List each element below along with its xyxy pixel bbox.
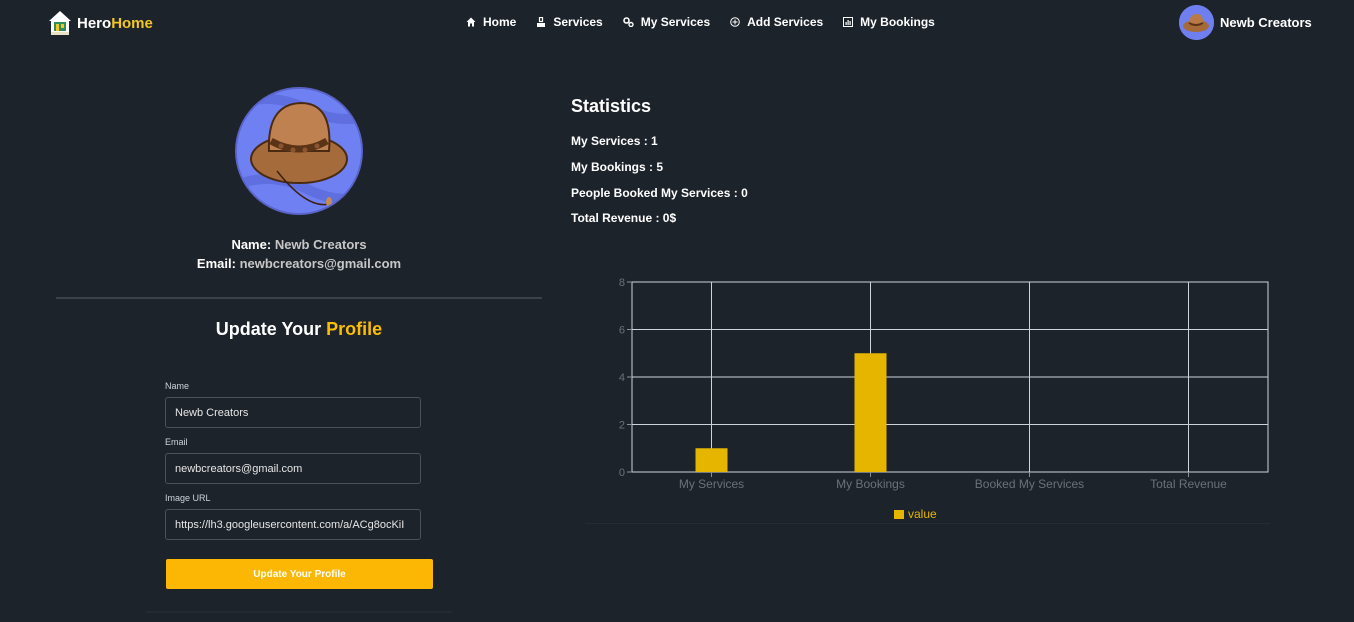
nav-my-services[interactable]: My Services bbox=[622, 15, 711, 29]
chart-bottom-edge bbox=[585, 523, 1270, 524]
stat-people-booked: People Booked My Services : 0 bbox=[571, 186, 748, 200]
form-bottom-edge bbox=[146, 611, 452, 613]
nav-my-services-label: My Services bbox=[640, 15, 711, 29]
avatar[interactable] bbox=[1179, 5, 1214, 40]
nav-my-bookings[interactable]: My Bookings bbox=[843, 15, 935, 29]
statistics-chart: 0 2 4 6 8 My Services My Bookings Booked My Ser… bbox=[585, 270, 1285, 530]
stat-total-revenue: Total Revenue : 0$ bbox=[571, 211, 677, 225]
profile-avatar bbox=[235, 87, 363, 215]
gears-icon bbox=[622, 17, 634, 27]
x-tick-label: Total Revenue bbox=[1150, 477, 1227, 491]
email-label: Email: bbox=[196, 256, 236, 271]
y-tick-label: 0 bbox=[619, 467, 625, 479]
email-field-label: Email bbox=[165, 437, 188, 447]
email-field[interactable] bbox=[165, 453, 421, 484]
chart-svg: 0 2 4 6 8 My Services My Bookings Booked My Ser… bbox=[619, 277, 1269, 521]
user-menu[interactable]: Newb Creators bbox=[1179, 5, 1312, 40]
image-url-field[interactable] bbox=[165, 509, 421, 540]
y-tick-label: 8 bbox=[619, 277, 625, 289]
services-icon bbox=[537, 16, 546, 27]
bar bbox=[695, 448, 728, 472]
nav-services-label: Services bbox=[553, 15, 603, 29]
navbar: HeroHome Home Services My Services Add S… bbox=[0, 0, 1354, 46]
y-tick-label: 2 bbox=[619, 420, 625, 432]
home-icon bbox=[466, 17, 476, 27]
profile-name-row: Name: Newb Creators bbox=[56, 237, 542, 252]
x-tick-label: My Bookings bbox=[836, 477, 905, 491]
x-tick-label: My Services bbox=[679, 477, 744, 491]
house-logo-icon bbox=[48, 10, 72, 36]
brand-name: HeroHome bbox=[77, 14, 153, 32]
name-label: Name: bbox=[231, 237, 272, 252]
profile-email-row: Email: newbcreators@gmail.com bbox=[56, 256, 542, 271]
y-tick-label: 4 bbox=[619, 372, 625, 384]
plus-circle-icon bbox=[730, 17, 740, 27]
bookings-icon bbox=[843, 17, 854, 27]
name-field[interactable] bbox=[165, 397, 421, 428]
email-value: newbcreators@gmail.com bbox=[239, 256, 402, 271]
y-tick-label: 6 bbox=[619, 325, 625, 337]
brand-logo[interactable]: HeroHome bbox=[48, 10, 153, 36]
nav-my-bookings-label: My Bookings bbox=[860, 15, 935, 29]
nav-home-label: Home bbox=[483, 15, 517, 29]
name-field-label: Name bbox=[165, 381, 190, 391]
stat-my-services: My Services : 1 bbox=[571, 134, 658, 148]
image-url-field-label: Image URL bbox=[165, 493, 211, 503]
divider bbox=[56, 297, 542, 299]
name-value: Newb Creators bbox=[274, 237, 367, 252]
nav-home[interactable]: Home bbox=[466, 15, 516, 29]
user-name: Newb Creators bbox=[1220, 15, 1312, 30]
nav-add-services[interactable]: Add Services bbox=[730, 15, 823, 29]
stat-my-bookings: My Bookings : 5 bbox=[571, 160, 664, 174]
legend-swatch bbox=[894, 510, 904, 519]
legend-label: value bbox=[908, 507, 937, 521]
nav-services[interactable]: Services bbox=[536, 15, 603, 29]
nav-add-services-label: Add Services bbox=[747, 15, 824, 29]
main-menu: Home Services My Services Add Services M… bbox=[466, 15, 935, 29]
x-tick-label: Booked My Services bbox=[975, 477, 1084, 491]
update-profile-title: Update Your Profile bbox=[215, 319, 383, 339]
statistics-title: Statistics bbox=[571, 96, 652, 116]
bar bbox=[854, 353, 887, 472]
update-profile-button[interactable]: Update Your Profile bbox=[166, 559, 433, 589]
